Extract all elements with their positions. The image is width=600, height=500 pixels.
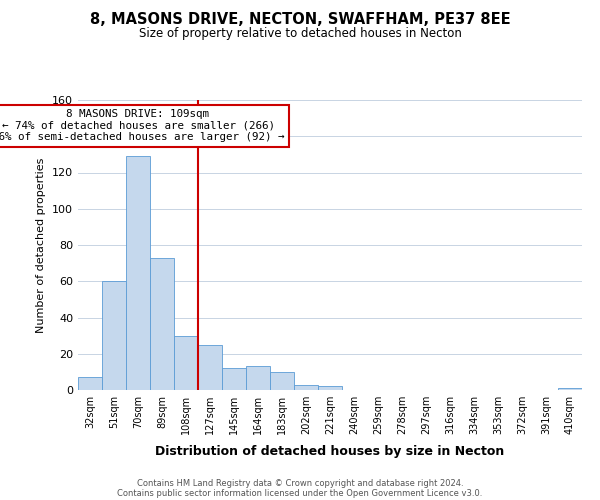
Y-axis label: Number of detached properties: Number of detached properties	[37, 158, 46, 332]
Bar	[270, 372, 294, 390]
Bar	[246, 366, 270, 390]
X-axis label: Distribution of detached houses by size in Necton: Distribution of detached houses by size …	[155, 446, 505, 458]
Bar	[318, 386, 342, 390]
Bar	[102, 281, 126, 390]
Bar	[174, 336, 198, 390]
Bar	[150, 258, 174, 390]
Text: Contains public sector information licensed under the Open Government Licence v3: Contains public sector information licen…	[118, 488, 482, 498]
Text: Contains HM Land Registry data © Crown copyright and database right 2024.: Contains HM Land Registry data © Crown c…	[137, 478, 463, 488]
Bar	[558, 388, 582, 390]
Text: 8, MASONS DRIVE, NECTON, SWAFFHAM, PE37 8EE: 8, MASONS DRIVE, NECTON, SWAFFHAM, PE37 …	[89, 12, 511, 28]
Text: Size of property relative to detached houses in Necton: Size of property relative to detached ho…	[139, 28, 461, 40]
Bar	[222, 368, 246, 390]
Text: 8 MASONS DRIVE: 109sqm
← 74% of detached houses are smaller (266)
26% of semi-de: 8 MASONS DRIVE: 109sqm ← 74% of detached…	[0, 109, 284, 142]
Bar	[78, 378, 102, 390]
Bar	[198, 344, 222, 390]
Bar	[294, 384, 318, 390]
Bar	[126, 156, 150, 390]
